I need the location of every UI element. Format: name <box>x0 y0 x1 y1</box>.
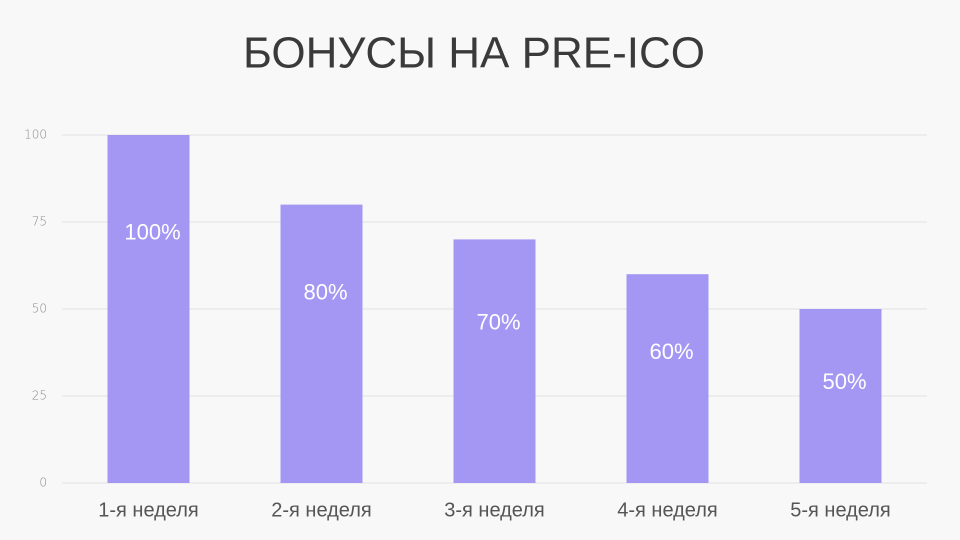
y-tick-label: 50 <box>32 302 47 316</box>
bar <box>453 239 536 483</box>
bar <box>107 135 190 483</box>
y-tick-label: 75 <box>32 215 47 229</box>
x-tick-label: 2-я неделя <box>271 499 372 521</box>
bar <box>280 204 363 483</box>
value-label: 100% <box>124 220 180 245</box>
bar <box>626 274 709 483</box>
value-label: 70% <box>476 309 520 334</box>
x-tick-label: 1-я неделя <box>98 499 199 521</box>
y-tick-label: 25 <box>32 389 47 403</box>
chart-title: БОНУСЫ НА PRE-ICO <box>243 29 705 78</box>
value-label: 60% <box>649 339 693 364</box>
y-tick-label: 0 <box>39 476 47 490</box>
y-tick-label: 100 <box>24 128 47 142</box>
value-label: 50% <box>822 369 866 394</box>
bar <box>799 309 882 483</box>
x-tick-label: 4-я неделя <box>617 499 718 521</box>
x-tick-label: 5-я неделя <box>790 499 891 521</box>
x-tick-label: 3-я неделя <box>444 499 545 521</box>
value-label: 80% <box>303 279 347 304</box>
